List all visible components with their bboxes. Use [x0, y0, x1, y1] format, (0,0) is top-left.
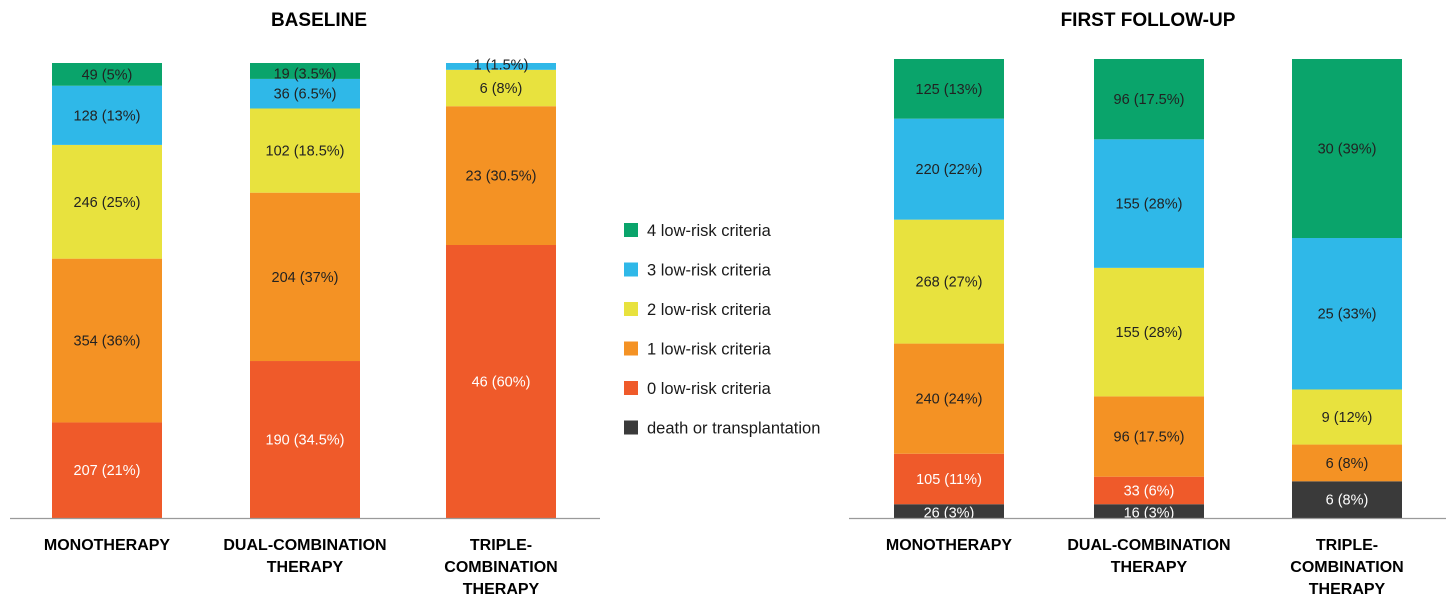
bar-segment [250, 63, 360, 79]
data-label: 16 (3%) [1124, 506, 1175, 522]
bar-segment [446, 106, 556, 245]
bar-segment [52, 422, 162, 518]
data-label: 246 (25%) [74, 195, 141, 211]
bar-segment [1094, 267, 1204, 397]
chart-title: BASELINE [271, 10, 367, 31]
bar-segment [446, 245, 556, 518]
data-label: 240 (24%) [916, 392, 983, 408]
data-label: 102 (18.5%) [266, 144, 345, 160]
legend-label: 4 low-risk criteria [647, 222, 772, 240]
bar-segment [894, 343, 1004, 454]
legend-swatch [624, 381, 638, 395]
legend-swatch [624, 302, 638, 316]
bar-segment [250, 108, 360, 193]
bar-segment [1292, 238, 1402, 390]
data-label: 96 (17.5%) [1114, 92, 1185, 108]
bar-stack: 190 (34.5%) 204 (37%) 102 (18.5%) 36 (6.5%)… [250, 63, 360, 518]
category-label: MONOTHERAPY [44, 537, 171, 554]
bar-segment [446, 63, 556, 70]
legend-label: 0 low-risk criteria [647, 380, 772, 398]
data-label: 46 (60%) [472, 375, 531, 391]
legend-label: death or transplantation [647, 420, 820, 438]
data-label: 207 (21%) [74, 463, 141, 479]
bar-segment [1094, 59, 1204, 140]
data-label: 6 (8%) [1326, 493, 1369, 509]
data-label: 204 (37%) [272, 270, 339, 286]
bar-stack: 16 (3%) 33 (6%) 96 (17.5%) 155 (28%) 155 (28… [1094, 59, 1204, 522]
bar-stack: 6 (8%) 6 (8%) 9 (12%) 25 (33%) 30 (39%) [1292, 59, 1402, 518]
bar-segment [52, 144, 162, 259]
data-label: 23 (30.5%) [466, 169, 537, 185]
bar-stack: 46 (60%) 23 (30.5%) 6 (8%) 1 (1.5%) [446, 57, 556, 518]
bar-segment [1292, 481, 1402, 518]
data-label: 190 (34.5%) [266, 433, 345, 449]
category-label: DUAL-COMBINATION THERAPY [223, 537, 386, 576]
chart-panel-2: FIRST FOLLOW-UP 26 (3%) 105 (11%) 240 (24%)… [849, 10, 1446, 598]
data-label: 105 (11%) [916, 472, 982, 488]
data-label: 128 (13%) [74, 108, 141, 124]
bar-segment [1094, 139, 1204, 268]
bar-segment [250, 192, 360, 362]
bar-segment [894, 59, 1004, 119]
data-label: 125 (13%) [916, 82, 983, 98]
category-label: TRIPLE-COMBINATION THERAPY [1290, 537, 1403, 598]
bar-segment [52, 258, 162, 423]
bar-segment [894, 118, 1004, 220]
data-label: 1 (1.5%) [474, 57, 529, 73]
legend-label: 2 low-risk criteria [647, 301, 772, 319]
data-label: 6 (8%) [480, 81, 523, 97]
data-label: 36 (6.5%) [274, 87, 337, 103]
category-label: MONOTHERAPY [886, 537, 1013, 554]
legend-swatch [624, 223, 638, 237]
data-label: 33 (6%) [1124, 483, 1175, 499]
legend-label: 1 low-risk criteria [647, 341, 772, 359]
data-label: 25 (33%) [1318, 307, 1377, 323]
data-label: 96 (17.5%) [1114, 430, 1185, 446]
legend-swatch [624, 262, 638, 277]
bar-segment [1292, 59, 1402, 239]
data-label: 49 (5%) [82, 67, 133, 83]
legend-label: 3 low-risk criteria [647, 262, 772, 280]
bar-stack: 26 (3%) 105 (11%) 240 (24%) 268 (27%) 220 (2… [894, 59, 1004, 522]
data-label: 268 (27%) [916, 275, 983, 291]
bar-segment [1094, 476, 1204, 505]
bar-segment [52, 85, 162, 145]
bar-segment [1292, 389, 1402, 445]
data-label: 220 (22%) [916, 162, 983, 178]
bar-segment [250, 78, 360, 109]
bar-segment [894, 504, 1004, 518]
category-label: DUAL-COMBINATION THERAPY [1067, 537, 1230, 576]
bar-segment [446, 69, 556, 107]
bar-stack: 207 (21%) 354 (36%) 246 (25%) 128 (13%) 49 (… [52, 63, 162, 518]
data-label: 155 (28%) [1116, 325, 1183, 341]
legend: 4 low-risk criteria 3 low-risk criteria 2 … [624, 222, 820, 438]
data-label: 155 (28%) [1116, 197, 1183, 213]
bar-segment [52, 63, 162, 86]
data-label: 26 (3%) [924, 506, 975, 522]
data-label: 19 (3.5%) [274, 66, 337, 82]
data-label: 30 (39%) [1318, 142, 1377, 158]
category-label: TRIPLE-COMBINATION THERAPY [444, 537, 557, 598]
bar-segment [1094, 396, 1204, 477]
bar-segment [1094, 504, 1204, 518]
legend-swatch [624, 341, 638, 356]
bar-segment [894, 219, 1004, 344]
bar-segment [250, 361, 360, 518]
bar-segment [1292, 444, 1402, 482]
data-label: 9 (12%) [1322, 410, 1373, 426]
chart-title: FIRST FOLLOW-UP [1061, 10, 1236, 31]
data-label: 354 (36%) [74, 334, 141, 350]
data-label: 6 (8%) [1326, 456, 1369, 472]
legend-swatch [624, 420, 638, 435]
chart-panel-1: BASELINE 207 (21%) 354 (36%) 246 (25%) 128 (… [10, 10, 600, 598]
bar-segment [894, 453, 1004, 505]
